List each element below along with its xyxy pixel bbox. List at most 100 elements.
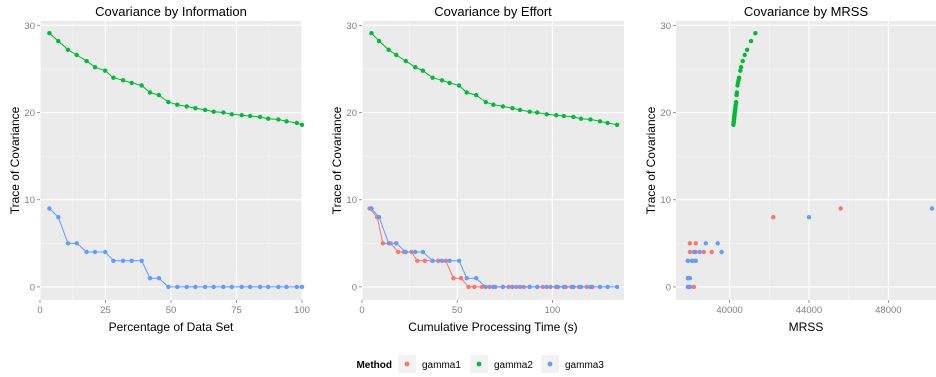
data-point-gamma2 <box>738 65 744 70</box>
data-point-gamma2 <box>202 107 208 113</box>
data-point-gamma2 <box>120 78 126 83</box>
data-point-gamma3 <box>65 241 71 246</box>
data-point-gamma1 <box>693 241 698 246</box>
data-point-gamma2 <box>535 110 540 115</box>
data-point-gamma2 <box>294 120 299 126</box>
data-point-gamma3 <box>120 258 126 263</box>
legend-item-gamma2: gamma2 <box>470 355 533 373</box>
data-point-gamma3 <box>403 249 408 255</box>
data-point-gamma1 <box>380 241 386 246</box>
x-tick-label: 0 <box>359 305 364 316</box>
y-tick-label: 30 <box>24 21 35 32</box>
data-point-gamma2 <box>420 68 426 73</box>
data-point-gamma1 <box>422 258 427 263</box>
data-point-gamma2 <box>571 114 576 120</box>
data-point-gamma2 <box>403 58 408 64</box>
data-point-gamma2 <box>483 99 488 105</box>
data-point-gamma3 <box>588 284 593 290</box>
data-point-gamma3 <box>517 284 523 290</box>
x-axis-label: Cumulative Processing Time (s) <box>408 320 577 334</box>
x-tick-label: 25 <box>100 305 111 316</box>
data-point-gamma3 <box>56 215 61 220</box>
data-point-gamma1 <box>466 284 471 290</box>
data-point-gamma2 <box>129 80 134 86</box>
data-point-gamma2 <box>588 117 593 122</box>
data-point-gamma3 <box>456 258 462 263</box>
data-point-gamma3 <box>266 284 271 290</box>
data-point-gamma1 <box>701 249 706 255</box>
data-point-gamma2 <box>65 47 71 52</box>
plot-background <box>362 21 624 300</box>
data-point-gamma2 <box>554 113 559 118</box>
data-point-gamma1 <box>396 249 401 255</box>
data-point-gamma2 <box>156 92 162 98</box>
data-point-gamma3 <box>605 284 610 290</box>
data-point-gamma2 <box>738 68 743 73</box>
y-tick-label: 30 <box>346 21 357 32</box>
data-point-gamma2 <box>456 83 462 88</box>
plot-background <box>676 21 936 300</box>
data-point-gamma3 <box>376 215 382 220</box>
data-point-gamma2 <box>742 52 747 58</box>
x-tick-label: 100 <box>544 305 560 316</box>
data-point-gamma3 <box>500 284 506 290</box>
x-tick-label: 75 <box>231 305 242 316</box>
data-point-gamma3 <box>614 284 620 290</box>
data-point-gamma3 <box>554 284 559 290</box>
data-point-gamma3 <box>703 241 708 246</box>
data-point-gamma2 <box>221 110 226 115</box>
data-point-gamma2 <box>753 31 758 36</box>
chart-title: Covariance by MRSS <box>744 4 869 19</box>
y-tick-label: 20 <box>346 108 357 119</box>
data-point-gamma3 <box>394 241 399 246</box>
data-point-gamma1 <box>687 241 693 246</box>
data-point-gamma2 <box>527 109 532 114</box>
data-point-gamma2 <box>239 113 244 118</box>
chart-title: Covariance by Information <box>95 4 247 19</box>
data-point-gamma3 <box>491 284 496 290</box>
data-point-gamma2 <box>193 106 198 111</box>
data-point-gamma3 <box>202 284 208 290</box>
data-point-gamma2 <box>284 119 289 124</box>
data-point-gamma3 <box>193 284 198 290</box>
data-point-gamma3 <box>184 284 189 290</box>
data-point-gamma3 <box>247 284 253 290</box>
data-point-gamma2 <box>413 65 418 70</box>
data-point-gamma3 <box>561 284 566 290</box>
data-point-gamma3 <box>685 258 691 263</box>
legend-item-gamma3: gamma3 <box>541 355 604 373</box>
data-point-gamma2 <box>474 92 479 98</box>
data-point-gamma2 <box>147 90 153 95</box>
data-point-gamma3 <box>47 206 52 211</box>
data-point-gamma3 <box>689 258 695 263</box>
data-point-gamma3 <box>447 258 452 263</box>
y-tick-label: 20 <box>660 108 671 119</box>
data-point-gamma1 <box>451 276 456 281</box>
data-point-gamma1 <box>691 284 697 290</box>
data-point-gamma1 <box>458 276 464 281</box>
panel-covariance-by-mrss: 40000 44000 48000 0 10 20 30 Covariance by MRSS… <box>644 4 936 334</box>
data-point-gamma3 <box>299 284 305 290</box>
data-point-gamma3 <box>147 276 153 281</box>
legend-title: Method <box>356 360 392 371</box>
y-tick-label: 0 <box>352 282 357 293</box>
data-point-gamma3 <box>221 284 226 290</box>
data-point-gamma2 <box>447 80 452 86</box>
panel-covariance-by-information: 0 25 50 75 100 0 10 20 30 Covariance by Informati… <box>8 4 310 334</box>
data-point-gamma2 <box>439 78 445 83</box>
data-point-gamma3 <box>294 284 299 290</box>
data-point-gamma3 <box>175 284 180 290</box>
data-point-gamma1 <box>415 258 420 263</box>
data-point-gamma3 <box>715 241 720 246</box>
data-point-gamma2 <box>92 65 98 70</box>
data-point-gamma2 <box>744 47 750 52</box>
data-point-gamma3 <box>139 258 144 263</box>
chart-title: Covariance by Effort <box>434 4 552 19</box>
data-point-gamma3 <box>693 258 698 263</box>
data-point-gamma3 <box>474 276 479 281</box>
data-point-gamma3 <box>439 258 445 263</box>
data-point-gamma3 <box>687 276 693 281</box>
x-tick-label: 40000 <box>716 305 742 316</box>
data-point-gamma3 <box>571 284 576 290</box>
